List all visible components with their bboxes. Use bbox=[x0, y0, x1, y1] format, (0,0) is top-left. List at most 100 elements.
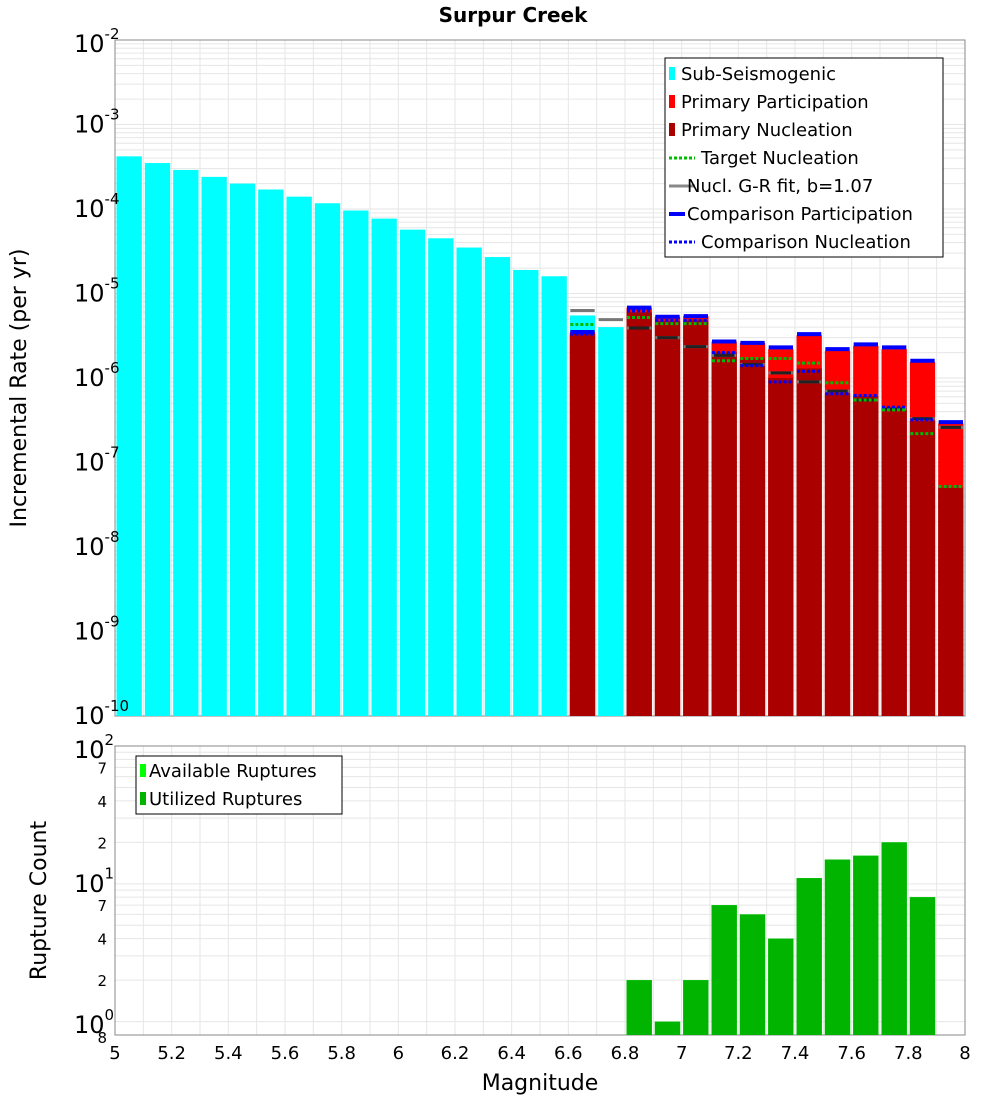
chart-title: Surpur Creek bbox=[439, 3, 589, 27]
top-panel-y-ticks: 10-2 10-3 10-4 10-5 10-6 10-7 10-8 10-9 10-10 bbox=[74, 25, 129, 730]
x-tick-label: 7.8 bbox=[894, 1043, 923, 1064]
legend-label: Comparison Participation bbox=[687, 204, 913, 225]
y-minor-tick-label: 7 bbox=[97, 759, 107, 777]
legend-label: Utilized Ruptures bbox=[149, 789, 302, 810]
y-tick-label: 101 bbox=[74, 865, 114, 898]
y-minor-tick-label: 4 bbox=[97, 931, 107, 949]
sub-seismogenic-bar bbox=[371, 218, 397, 716]
sub-seismogenic-bar bbox=[456, 247, 482, 716]
utilized-ruptures-bar bbox=[824, 859, 851, 1035]
y-tick-label: 10-10 bbox=[74, 697, 129, 730]
x-tick-label: 6 bbox=[393, 1043, 404, 1064]
y-tick-label: 10-2 bbox=[74, 25, 120, 58]
x-tick-label: 5.4 bbox=[214, 1043, 243, 1064]
sub-seismogenic-bar bbox=[173, 169, 199, 716]
sub-seismogenic-bar bbox=[286, 196, 312, 717]
primary-nucleation-bar bbox=[711, 352, 737, 716]
utilized-ruptures-bar bbox=[654, 1021, 681, 1035]
legend-label: Sub-Seismogenic bbox=[681, 64, 836, 85]
primary-nucleation-bar bbox=[569, 334, 596, 716]
x-tick-label: 5.2 bbox=[157, 1043, 186, 1064]
utilized-ruptures-bar bbox=[683, 980, 709, 1035]
primary-nucleation-bar bbox=[796, 368, 822, 716]
top-y-axis-label: Incremental Rate (per yr) bbox=[7, 249, 32, 528]
x-tick-label: 7.2 bbox=[724, 1043, 753, 1064]
sub-seismogenic-bar bbox=[399, 229, 426, 716]
x-tick-label: 8 bbox=[959, 1043, 970, 1064]
y-tick-label: 10-4 bbox=[74, 190, 120, 223]
primary-nucleation-bar bbox=[654, 321, 681, 716]
y-minor-tick-label: 2 bbox=[97, 834, 107, 852]
sub-seismogenic-bar bbox=[343, 210, 369, 716]
sub-seismogenic-bar bbox=[428, 238, 454, 717]
sub-seismogenic-bar bbox=[258, 189, 284, 716]
sub-seismogenic-bar bbox=[229, 183, 256, 716]
y-tick-label: 10-9 bbox=[74, 612, 120, 645]
legend-swatch bbox=[140, 792, 146, 805]
legend-swatch bbox=[669, 67, 675, 80]
x-tick-label: 7.4 bbox=[781, 1043, 810, 1064]
utilized-ruptures-bar bbox=[711, 905, 737, 1035]
y-minor-tick-label: 2 bbox=[97, 972, 107, 990]
sub-seismogenic-bar bbox=[541, 276, 567, 716]
y-minor-tick-label: 4 bbox=[97, 793, 107, 811]
legend-label: Primary Participation bbox=[681, 92, 869, 113]
primary-nucleation-bar bbox=[683, 320, 709, 716]
x-tick-label: 5.6 bbox=[271, 1043, 300, 1064]
x-axis-label: Magnitude bbox=[482, 1071, 599, 1096]
x-tick-label: 6.2 bbox=[441, 1043, 470, 1064]
sub-seismogenic-bar bbox=[314, 203, 341, 717]
utilized-ruptures-bar bbox=[909, 897, 936, 1035]
legend-label: Target Nucleation bbox=[700, 148, 859, 169]
y-tick-label: 10-7 bbox=[74, 443, 120, 476]
legend-box bbox=[664, 57, 944, 258]
primary-nucleation-bar bbox=[768, 378, 794, 716]
sub-seismogenic-bar bbox=[144, 163, 171, 716]
sub-seismogenic-bar bbox=[513, 269, 539, 716]
bottom-panel-frame bbox=[114, 745, 966, 1036]
legend-label: Available Ruptures bbox=[149, 761, 317, 782]
utilized-ruptures-bar bbox=[796, 878, 822, 1035]
legend-swatch bbox=[669, 123, 675, 136]
sub-seismogenic-bar bbox=[116, 156, 142, 716]
x-tick-label: 7 bbox=[676, 1043, 687, 1064]
legend-label: Nucl. G-R fit, b=1.07 bbox=[687, 176, 873, 197]
y-minor-tick-label: 8 bbox=[97, 1029, 107, 1047]
x-tick-label: 5.8 bbox=[327, 1043, 356, 1064]
legend-label: Primary Nucleation bbox=[681, 120, 853, 141]
y-minor-tick-label: 7 bbox=[97, 897, 107, 915]
top-panel-grid bbox=[114, 40, 966, 717]
primary-nucleation-bar bbox=[739, 358, 766, 716]
primary-nucleation-bar bbox=[909, 420, 936, 716]
y-tick-label: 10-3 bbox=[74, 105, 120, 138]
x-tick-label: 6.6 bbox=[554, 1043, 583, 1064]
sub-seismogenic-bar bbox=[598, 327, 624, 716]
y-tick-label: 10-5 bbox=[74, 274, 120, 307]
sub-seismogenic-bar bbox=[201, 176, 227, 717]
bottom-panel-bars bbox=[626, 842, 936, 1035]
legend-swatch bbox=[669, 95, 675, 108]
y-tick-label: 100 bbox=[74, 1006, 114, 1039]
legend-label: Comparison Nucleation bbox=[701, 232, 911, 253]
utilized-ruptures-bar bbox=[768, 938, 794, 1035]
sub-seismogenic-bar bbox=[484, 257, 511, 716]
y-tick-label: 10-6 bbox=[74, 359, 120, 392]
utilized-ruptures-bar bbox=[739, 914, 766, 1035]
primary-nucleation-bar bbox=[824, 393, 851, 716]
primary-nucleation-bar bbox=[938, 487, 964, 716]
top-panel-frame bbox=[114, 39, 966, 717]
bottom-legend: Available Ruptures Utilized Ruptures bbox=[135, 755, 343, 815]
x-tick-label: 6.4 bbox=[497, 1043, 526, 1064]
x-tick-label: 7.6 bbox=[837, 1043, 866, 1064]
legend-swatch bbox=[140, 764, 146, 777]
utilized-ruptures-bar bbox=[626, 980, 652, 1035]
top-panel-lines bbox=[570, 305, 963, 488]
utilized-ruptures-bar bbox=[853, 855, 879, 1035]
primary-nucleation-bar bbox=[881, 408, 907, 716]
x-axis-ticks: 5 5.2 5.4 5.6 5.8 6 6.2 6.4 6.6 6.8 7 7.2 7.4 7.6 7.8 8 bbox=[109, 1043, 970, 1064]
primary-nucleation-bar bbox=[853, 396, 879, 716]
bottom-y-axis-label: Rupture Count bbox=[27, 821, 52, 981]
top-legend: Sub-Seismogenic Primary Participation Prim… bbox=[664, 57, 944, 258]
y-tick-label: 102 bbox=[74, 731, 114, 764]
